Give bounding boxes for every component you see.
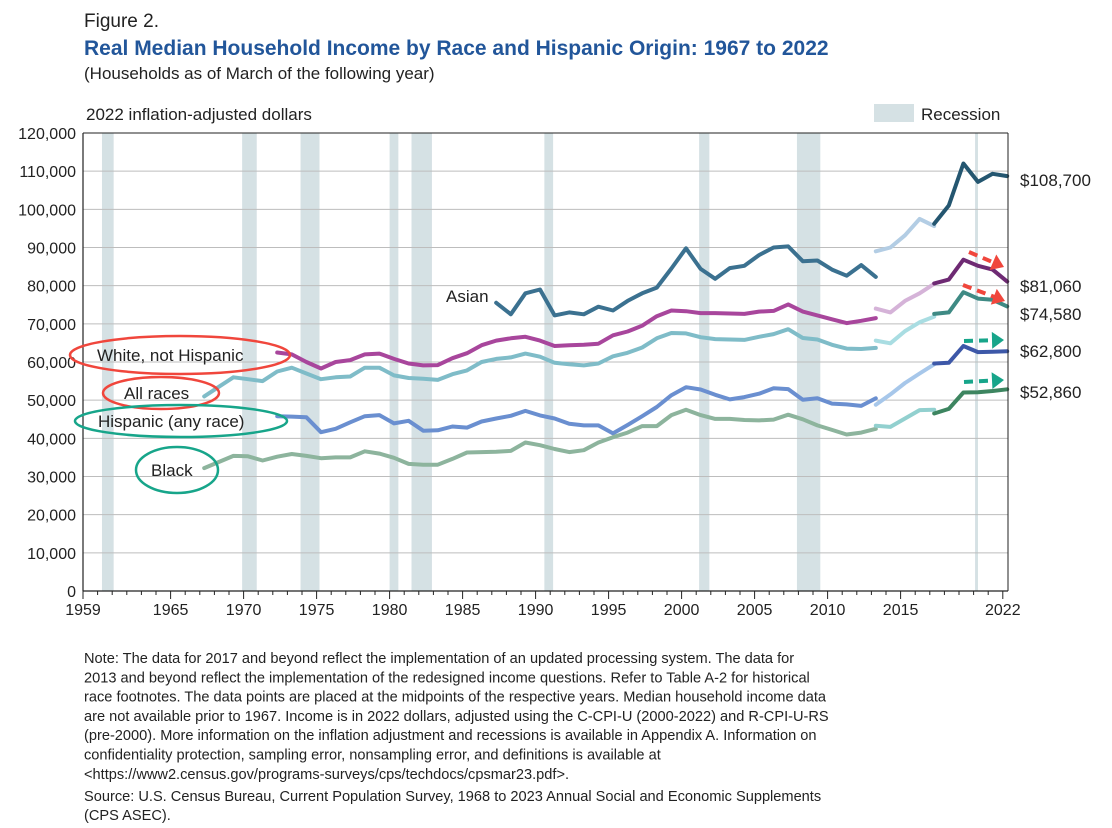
series-labels: $108,700 $81,060 $74,580 $62,800 $52,860 Asia… xyxy=(68,171,1091,495)
annotation-arrow-shaft xyxy=(963,378,995,384)
series-label-all-races: All races xyxy=(124,384,189,403)
chart-title: Real Median Household Income by Race and… xyxy=(84,37,829,60)
x-tick-label: 2010 xyxy=(810,602,846,619)
x-tick-label: 1959 xyxy=(65,602,101,619)
y-tick-label: 90,000 xyxy=(27,241,76,258)
y-tick-label: 120,000 xyxy=(18,126,76,143)
y-tick-label: 100,000 xyxy=(18,202,76,219)
series-line-white-not-hispanic-segment-1 xyxy=(275,302,878,371)
y-tick-label: 20,000 xyxy=(27,508,76,525)
series-label-black: Black xyxy=(151,461,193,480)
annotation-ellipse xyxy=(73,403,289,439)
x-tick-label: 2000 xyxy=(664,602,700,619)
x-tick-label: 2005 xyxy=(737,602,773,619)
annotation-arrow-shaft xyxy=(968,250,997,266)
series-line-white-not-hispanic-segment-3 xyxy=(932,257,1010,286)
y-tick-label: 60,000 xyxy=(27,355,76,372)
annotation-arrow-head-icon xyxy=(991,372,1004,389)
gridlines xyxy=(83,132,1008,554)
note-line: Note: The data for 2017 and beyond refle… xyxy=(84,651,794,667)
end-value-label: $108,700 xyxy=(1020,171,1091,190)
series-lines xyxy=(202,161,1010,471)
series-line-asian-segment-3 xyxy=(932,161,1010,226)
note-line: are not available prior to 1967. Income … xyxy=(84,709,829,725)
notes: Note: The data for 2017 and beyond refle… xyxy=(84,651,829,824)
y-axis-unit-label: 2022 inflation-adjusted dollars xyxy=(86,105,312,124)
x-tick-label: 1970 xyxy=(226,602,262,619)
y-tick-label: 70,000 xyxy=(27,317,76,334)
x-tick-label: 1995 xyxy=(591,602,627,619)
y-tick-label: 80,000 xyxy=(27,279,76,296)
series-line-all-races-segment-2 xyxy=(873,314,937,346)
x-tick-label: 1990 xyxy=(518,602,554,619)
axes: 0 10,000 20,000 30,000 40,000 50,000 60,000 70,… xyxy=(18,126,1021,619)
recession-legend-label: Recession xyxy=(921,105,1000,124)
series-line-black-segment-2 xyxy=(873,407,937,429)
annotation-arrow-head-icon xyxy=(991,331,1004,349)
y-tick-label: 110,000 xyxy=(19,164,76,181)
annotation-ellipse xyxy=(101,375,221,411)
series-line-hispanic-any-race-segment-3 xyxy=(932,344,1010,366)
x-tick-label: 1965 xyxy=(153,602,189,619)
y-tick-label: 10,000 xyxy=(27,546,76,563)
note-line: <https://www2.census.gov/programs-survey… xyxy=(84,767,569,783)
annotation-ellipse xyxy=(134,445,220,495)
series-line-all-races-segment-1 xyxy=(202,327,878,399)
y-tick-label: 0 xyxy=(67,584,76,601)
end-value-label: $52,860 xyxy=(1020,383,1081,402)
note-line: 2013 and beyond reflect the implementati… xyxy=(84,670,810,686)
end-value-label: $74,580 xyxy=(1020,305,1081,324)
series-line-black-segment-1 xyxy=(202,407,878,471)
end-value-label: $81,060 xyxy=(1020,277,1081,296)
note-line: race footnotes. The data points are plac… xyxy=(84,690,827,706)
series-line-black-segment-3 xyxy=(932,387,1010,416)
end-value-label: $62,800 xyxy=(1020,342,1081,361)
annotation-arrow-head-icon xyxy=(990,288,1005,305)
series-line-white-not-hispanic-segment-2 xyxy=(873,281,937,315)
recession-legend-swatch xyxy=(874,104,914,122)
source-line: Source: U.S. Census Bureau, Current Popu… xyxy=(84,789,821,805)
y-tick-label: 40,000 xyxy=(27,431,76,448)
annotation-arrow-head-icon xyxy=(989,254,1004,270)
series-label-white-not-hispanic: White, not Hispanic xyxy=(97,346,244,365)
series-line-hispanic-any-race-segment-2 xyxy=(873,362,937,407)
annotation-ellipse xyxy=(68,334,292,376)
annotation-arrow-shaft xyxy=(963,338,995,343)
note-line: confidentiality protection, sampling err… xyxy=(84,748,661,764)
series-label-asian: Asian xyxy=(446,287,489,306)
y-tick-label: 50,000 xyxy=(27,393,76,410)
series-line-hispanic-any-race-segment-1 xyxy=(275,385,878,436)
series-line-asian-segment-2 xyxy=(873,216,937,254)
y-tick-label: 30,000 xyxy=(27,470,76,487)
series-label-hispanic: Hispanic (any race) xyxy=(98,412,244,431)
x-tick-label: 1975 xyxy=(299,602,335,619)
annotation-arrow-shaft xyxy=(962,283,996,299)
source-line: (CPS ASEC). xyxy=(84,808,171,824)
x-tick-label: 2015 xyxy=(883,602,919,619)
x-tick-label: 1980 xyxy=(372,602,408,619)
note-line: (pre-2000). More information on the infl… xyxy=(84,728,817,744)
chart-subtitle: (Households as of March of the following… xyxy=(84,64,435,83)
series-line-asian-segment-1 xyxy=(494,244,878,318)
x-tick-label: 2022 xyxy=(985,602,1021,619)
figure-label: Figure 2. xyxy=(84,11,159,32)
x-tick-label: 1985 xyxy=(445,602,481,619)
